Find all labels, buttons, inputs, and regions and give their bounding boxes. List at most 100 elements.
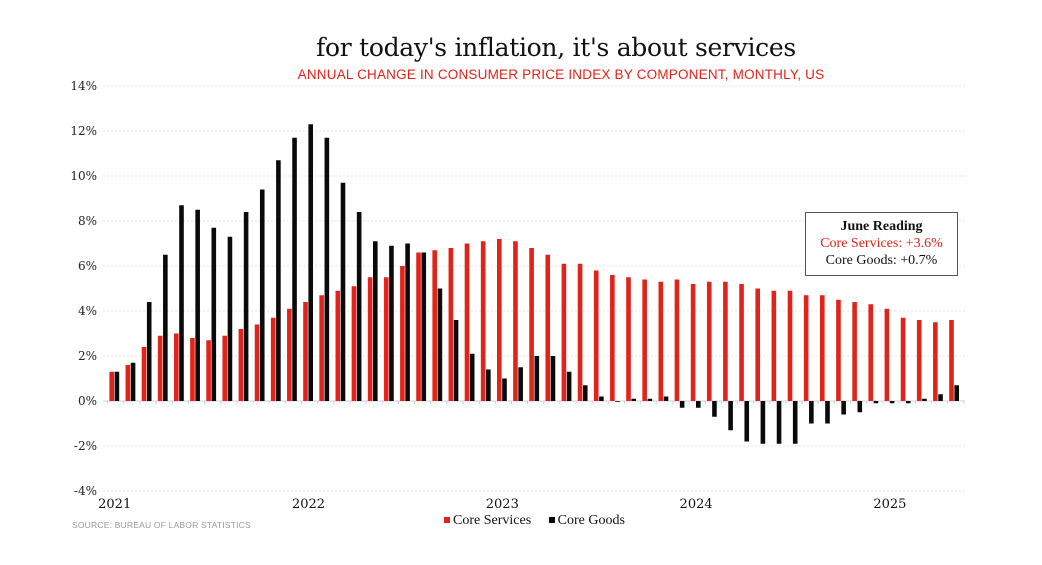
bar-core-services	[157, 335, 163, 401]
bar-core-services	[287, 308, 292, 401]
bar-core-goods	[922, 398, 927, 401]
bar-core-goods	[534, 356, 540, 401]
bar-core-services	[739, 284, 744, 401]
bar-core-services	[610, 275, 615, 401]
bar-core-goods	[776, 401, 782, 444]
x-tick-label: 2023	[486, 497, 519, 512]
bar-core-services	[141, 347, 147, 401]
bar-core-goods	[631, 398, 636, 401]
bar-core-services	[755, 288, 760, 401]
bar-core-services	[254, 324, 260, 401]
bar-core-goods	[679, 401, 685, 408]
bar-core-services	[723, 281, 728, 401]
bar-core-goods	[340, 182, 346, 401]
legend-item-core-goods: Core Goods	[548, 513, 625, 529]
bar-core-goods	[421, 252, 427, 401]
bar-core-services	[900, 317, 906, 401]
bar-core-services	[206, 340, 211, 401]
bar-core-goods	[243, 212, 249, 401]
bar-core-goods	[809, 401, 814, 424]
bar-core-goods	[502, 378, 507, 401]
bar-core-services	[303, 302, 308, 401]
y-tick-label: 8%	[78, 214, 97, 228]
bar-core-goods	[615, 401, 620, 402]
june-reading-annotation: June Reading Core Services: +3.6% Core G…	[805, 212, 958, 276]
bar-core-goods	[792, 401, 798, 444]
bar-core-services	[432, 250, 437, 401]
y-axis-ticks: 14% 12% 10% 8% 6% 4% 2% 0% -2% -4%	[70, 79, 97, 498]
bar-core-goods	[841, 401, 846, 415]
bar-core-services	[836, 299, 841, 401]
bar-core-services	[270, 317, 276, 401]
legend-item-core-services: Core Services	[444, 513, 531, 529]
bar-core-services	[642, 279, 647, 401]
bar-core-goods	[954, 385, 959, 401]
chart-subtitle: ANNUAL CHANGE IN CONSUMER PRICE INDEX BY…	[297, 67, 825, 82]
bar-core-services	[383, 277, 389, 401]
bar-core-services	[416, 252, 421, 401]
bar-core-goods	[825, 401, 830, 424]
bar-core-services	[674, 279, 680, 401]
annotation-services-value: Core Services: +3.6%	[820, 236, 943, 251]
x-tick-label: 2021	[98, 497, 131, 512]
bar-core-goods	[728, 401, 733, 431]
bar-core-goods	[276, 160, 281, 401]
bar-core-goods	[373, 241, 378, 401]
bar-core-goods	[873, 401, 879, 404]
bar-core-services	[690, 284, 696, 401]
bar-core-services	[480, 241, 486, 401]
bar-core-goods	[469, 353, 475, 401]
bar-core-goods	[905, 401, 911, 404]
gridlines	[103, 85, 965, 492]
bar-core-goods	[647, 398, 653, 401]
bar-core-goods	[663, 396, 669, 401]
bar-core-services	[464, 243, 470, 401]
bar-core-goods	[938, 394, 943, 401]
bar-core-services	[706, 281, 712, 401]
x-tick-label: 2024	[680, 497, 713, 512]
bar-core-goods	[518, 367, 523, 401]
bar-core-goods	[211, 227, 217, 401]
bar-core-services	[109, 371, 114, 401]
bar-core-services	[367, 277, 373, 401]
legend-swatch-core-services	[444, 517, 450, 523]
y-tick-label: 4%	[78, 304, 97, 318]
bar-core-goods	[744, 401, 750, 442]
bar-core-goods	[760, 401, 766, 444]
bar-core-services	[448, 248, 454, 401]
annotation-title: June Reading	[840, 219, 923, 234]
y-tick-label: 10%	[70, 169, 97, 183]
bar-core-goods	[163, 254, 168, 401]
bar-core-services	[238, 329, 244, 401]
legend-label-core-services: Core Services	[453, 513, 532, 528]
bar-core-goods	[179, 205, 184, 401]
bar-core-services	[497, 239, 502, 401]
bar-core-goods	[437, 288, 443, 401]
bar-core-goods	[550, 356, 556, 401]
bar-core-services	[884, 308, 890, 401]
bar-core-services	[803, 295, 809, 401]
y-tick-label: 2%	[78, 349, 97, 363]
bar-core-services	[351, 286, 357, 401]
bar-core-goods	[857, 401, 863, 413]
bar-core-services	[916, 320, 922, 401]
bar-core-goods	[712, 401, 717, 417]
y-tick-label: 6%	[78, 259, 97, 273]
bar-core-services	[319, 295, 324, 401]
bar-core-services	[222, 335, 228, 401]
chart-legend: Core Services Core Goods	[444, 513, 639, 529]
annotation-goods-value: Core Goods: +0.7%	[825, 253, 938, 268]
bar-core-goods	[599, 396, 604, 401]
bar-core-goods	[308, 124, 313, 401]
bar-core-services	[868, 304, 874, 401]
bar-core-goods	[195, 209, 200, 401]
bar-core-goods	[889, 401, 895, 404]
y-tick-label: -4%	[74, 484, 97, 498]
bar-core-services	[658, 281, 664, 401]
bars	[109, 124, 959, 444]
bar-core-goods	[453, 320, 459, 401]
y-tick-label: 0%	[78, 394, 97, 408]
bar-core-goods	[356, 212, 362, 401]
legend-label-core-goods: Core Goods	[557, 513, 625, 528]
